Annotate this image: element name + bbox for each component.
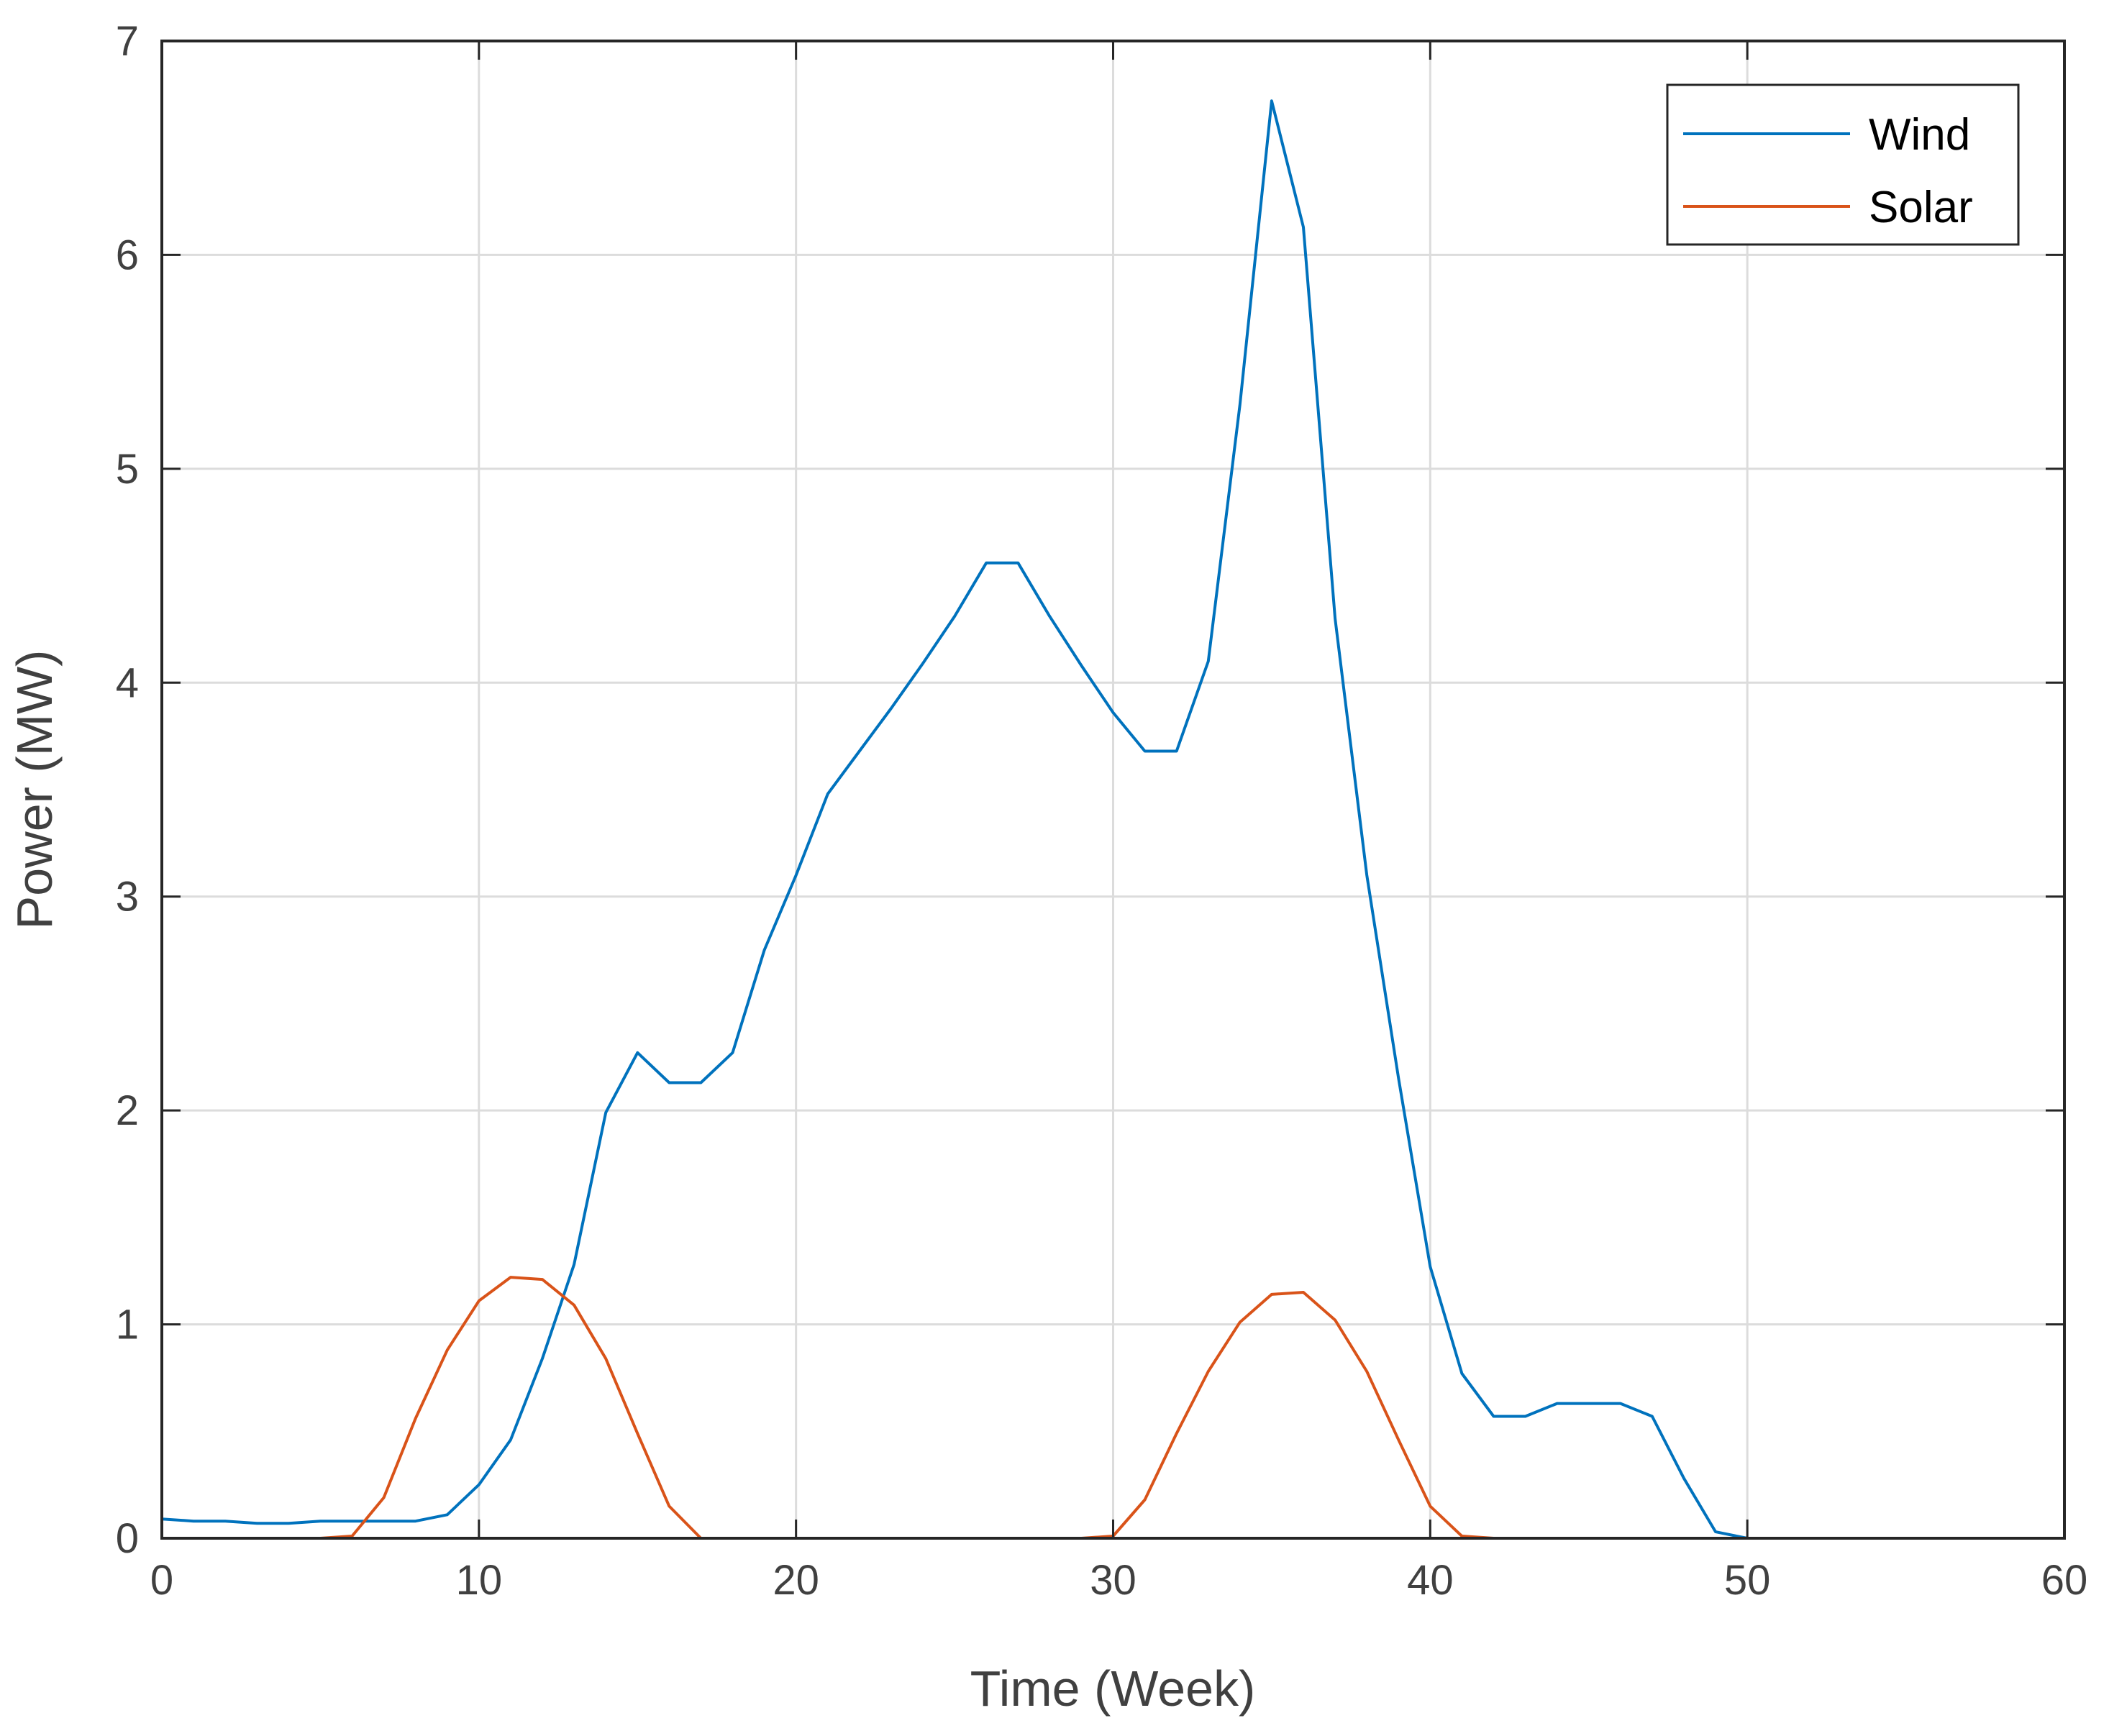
y-tick-label: 0	[116, 1515, 139, 1562]
x-tick-label: 50	[1724, 1557, 1771, 1604]
y-tick-label: 2	[116, 1087, 139, 1134]
series-line-wind	[161, 99, 1780, 1540]
y-tick-label: 4	[116, 659, 139, 706]
legend-box	[1666, 83, 2020, 246]
y-tick-label: 3	[116, 874, 139, 920]
legend-label-solar: Solar	[1869, 183, 1973, 232]
y-tick-label: 6	[116, 232, 139, 278]
x-tick-label: 60	[2041, 1557, 2088, 1604]
y-tick-label: 5	[116, 446, 139, 493]
legend-label-wind: Wind	[1869, 110, 1970, 160]
legend: Wind Solar	[1666, 83, 2020, 246]
y-axis-title: Power (MW)	[6, 650, 63, 930]
x-tick-label: 30	[1090, 1557, 1137, 1604]
x-tick-label: 20	[773, 1557, 819, 1604]
y-tick-label: 7	[116, 18, 139, 65]
axis-ticks: 0 10 20 30 40 50 60 0 1 2 3 4 5 6 7	[116, 18, 2088, 1604]
y-tick-label: 1	[116, 1302, 139, 1348]
x-tick-label: 0	[150, 1557, 173, 1604]
grid-lines	[162, 41, 2064, 1538]
x-axis-title: Time (Week)	[970, 1660, 1256, 1717]
x-tick-label: 10	[456, 1557, 503, 1604]
x-tick-label: 40	[1407, 1557, 1454, 1604]
